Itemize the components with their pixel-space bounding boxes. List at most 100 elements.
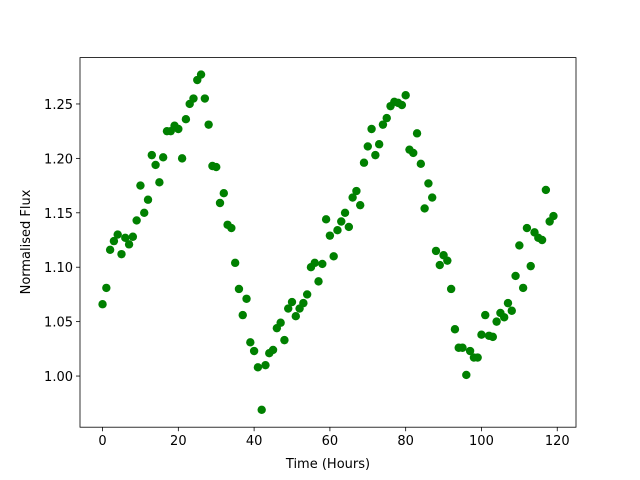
point: [219, 189, 228, 198]
point: [246, 338, 255, 347]
point: [397, 100, 407, 110]
point: [109, 236, 119, 246]
point: [465, 346, 475, 356]
point: [378, 120, 388, 129]
point: [526, 261, 535, 271]
point: [124, 240, 134, 249]
point: [249, 346, 259, 356]
x-axis-label: Time (Hours): [285, 457, 370, 472]
point: [499, 313, 509, 322]
point: [431, 246, 441, 256]
point: [318, 259, 327, 269]
y-tick-label: 1.10: [44, 261, 73, 276]
point: [253, 363, 263, 372]
point: [462, 370, 471, 380]
point: [234, 284, 244, 294]
point: [401, 91, 410, 100]
point: [189, 94, 198, 103]
point: [344, 222, 354, 232]
point: [155, 178, 164, 187]
point: [215, 198, 225, 208]
point: [276, 318, 285, 327]
point: [121, 233, 130, 243]
point: [147, 150, 157, 160]
point: [310, 258, 319, 268]
point: [113, 230, 122, 239]
point: [488, 332, 498, 342]
point: [428, 193, 437, 202]
point: [227, 223, 236, 233]
y-tick-label: 1.20: [44, 152, 73, 167]
point: [242, 294, 251, 303]
point: [435, 260, 444, 270]
point: [98, 300, 107, 309]
point: [329, 252, 338, 261]
point: [200, 94, 210, 103]
point: [477, 330, 486, 339]
point: [136, 181, 145, 190]
point: [302, 290, 312, 299]
point: [503, 298, 513, 308]
point: [238, 310, 247, 320]
point: [522, 223, 532, 233]
point: [537, 235, 547, 245]
point: [518, 283, 528, 293]
point: [181, 115, 191, 124]
point: [382, 113, 391, 123]
point: [261, 360, 270, 370]
point: [132, 216, 141, 225]
point: [371, 150, 380, 160]
point: [359, 158, 369, 167]
point: [446, 284, 456, 294]
point: [105, 245, 115, 255]
point: [515, 241, 524, 250]
y-axis-label: Normalised Flux: [19, 189, 34, 294]
point: [492, 317, 501, 326]
point: [348, 193, 357, 202]
point: [458, 343, 467, 352]
point: [450, 325, 460, 334]
point: [363, 142, 372, 151]
point: [321, 215, 331, 224]
x-tick-label: 0: [98, 434, 106, 449]
point: [340, 208, 350, 217]
point: [352, 186, 361, 196]
point: [473, 353, 482, 362]
point: [367, 124, 376, 134]
point: [291, 311, 300, 321]
point: [257, 405, 266, 414]
axes-frame: [79, 57, 577, 428]
point: [374, 140, 384, 149]
point: [337, 217, 346, 226]
point: [325, 231, 335, 240]
point: [443, 256, 452, 265]
x-tick-label: 120: [545, 434, 570, 449]
point: [549, 211, 558, 221]
x-tick-label: 80: [397, 434, 414, 449]
point: [420, 204, 429, 213]
y-tick-label: 1.15: [44, 207, 73, 222]
point: [117, 249, 126, 259]
point: [284, 304, 293, 313]
point: [268, 345, 278, 355]
point: [280, 335, 289, 345]
point: [314, 277, 323, 286]
point: [299, 298, 308, 308]
point: [230, 258, 240, 268]
point: [409, 148, 418, 158]
point: [507, 306, 516, 315]
point: [102, 283, 111, 293]
point: [412, 129, 422, 138]
point: [177, 154, 187, 163]
point: [174, 124, 183, 134]
point: [356, 200, 365, 210]
point: [143, 195, 153, 204]
point: [333, 226, 342, 235]
y-tick-label: 1.00: [44, 370, 73, 385]
point: [287, 297, 297, 307]
point: [481, 310, 490, 320]
point: [128, 232, 138, 241]
point: [424, 179, 433, 188]
